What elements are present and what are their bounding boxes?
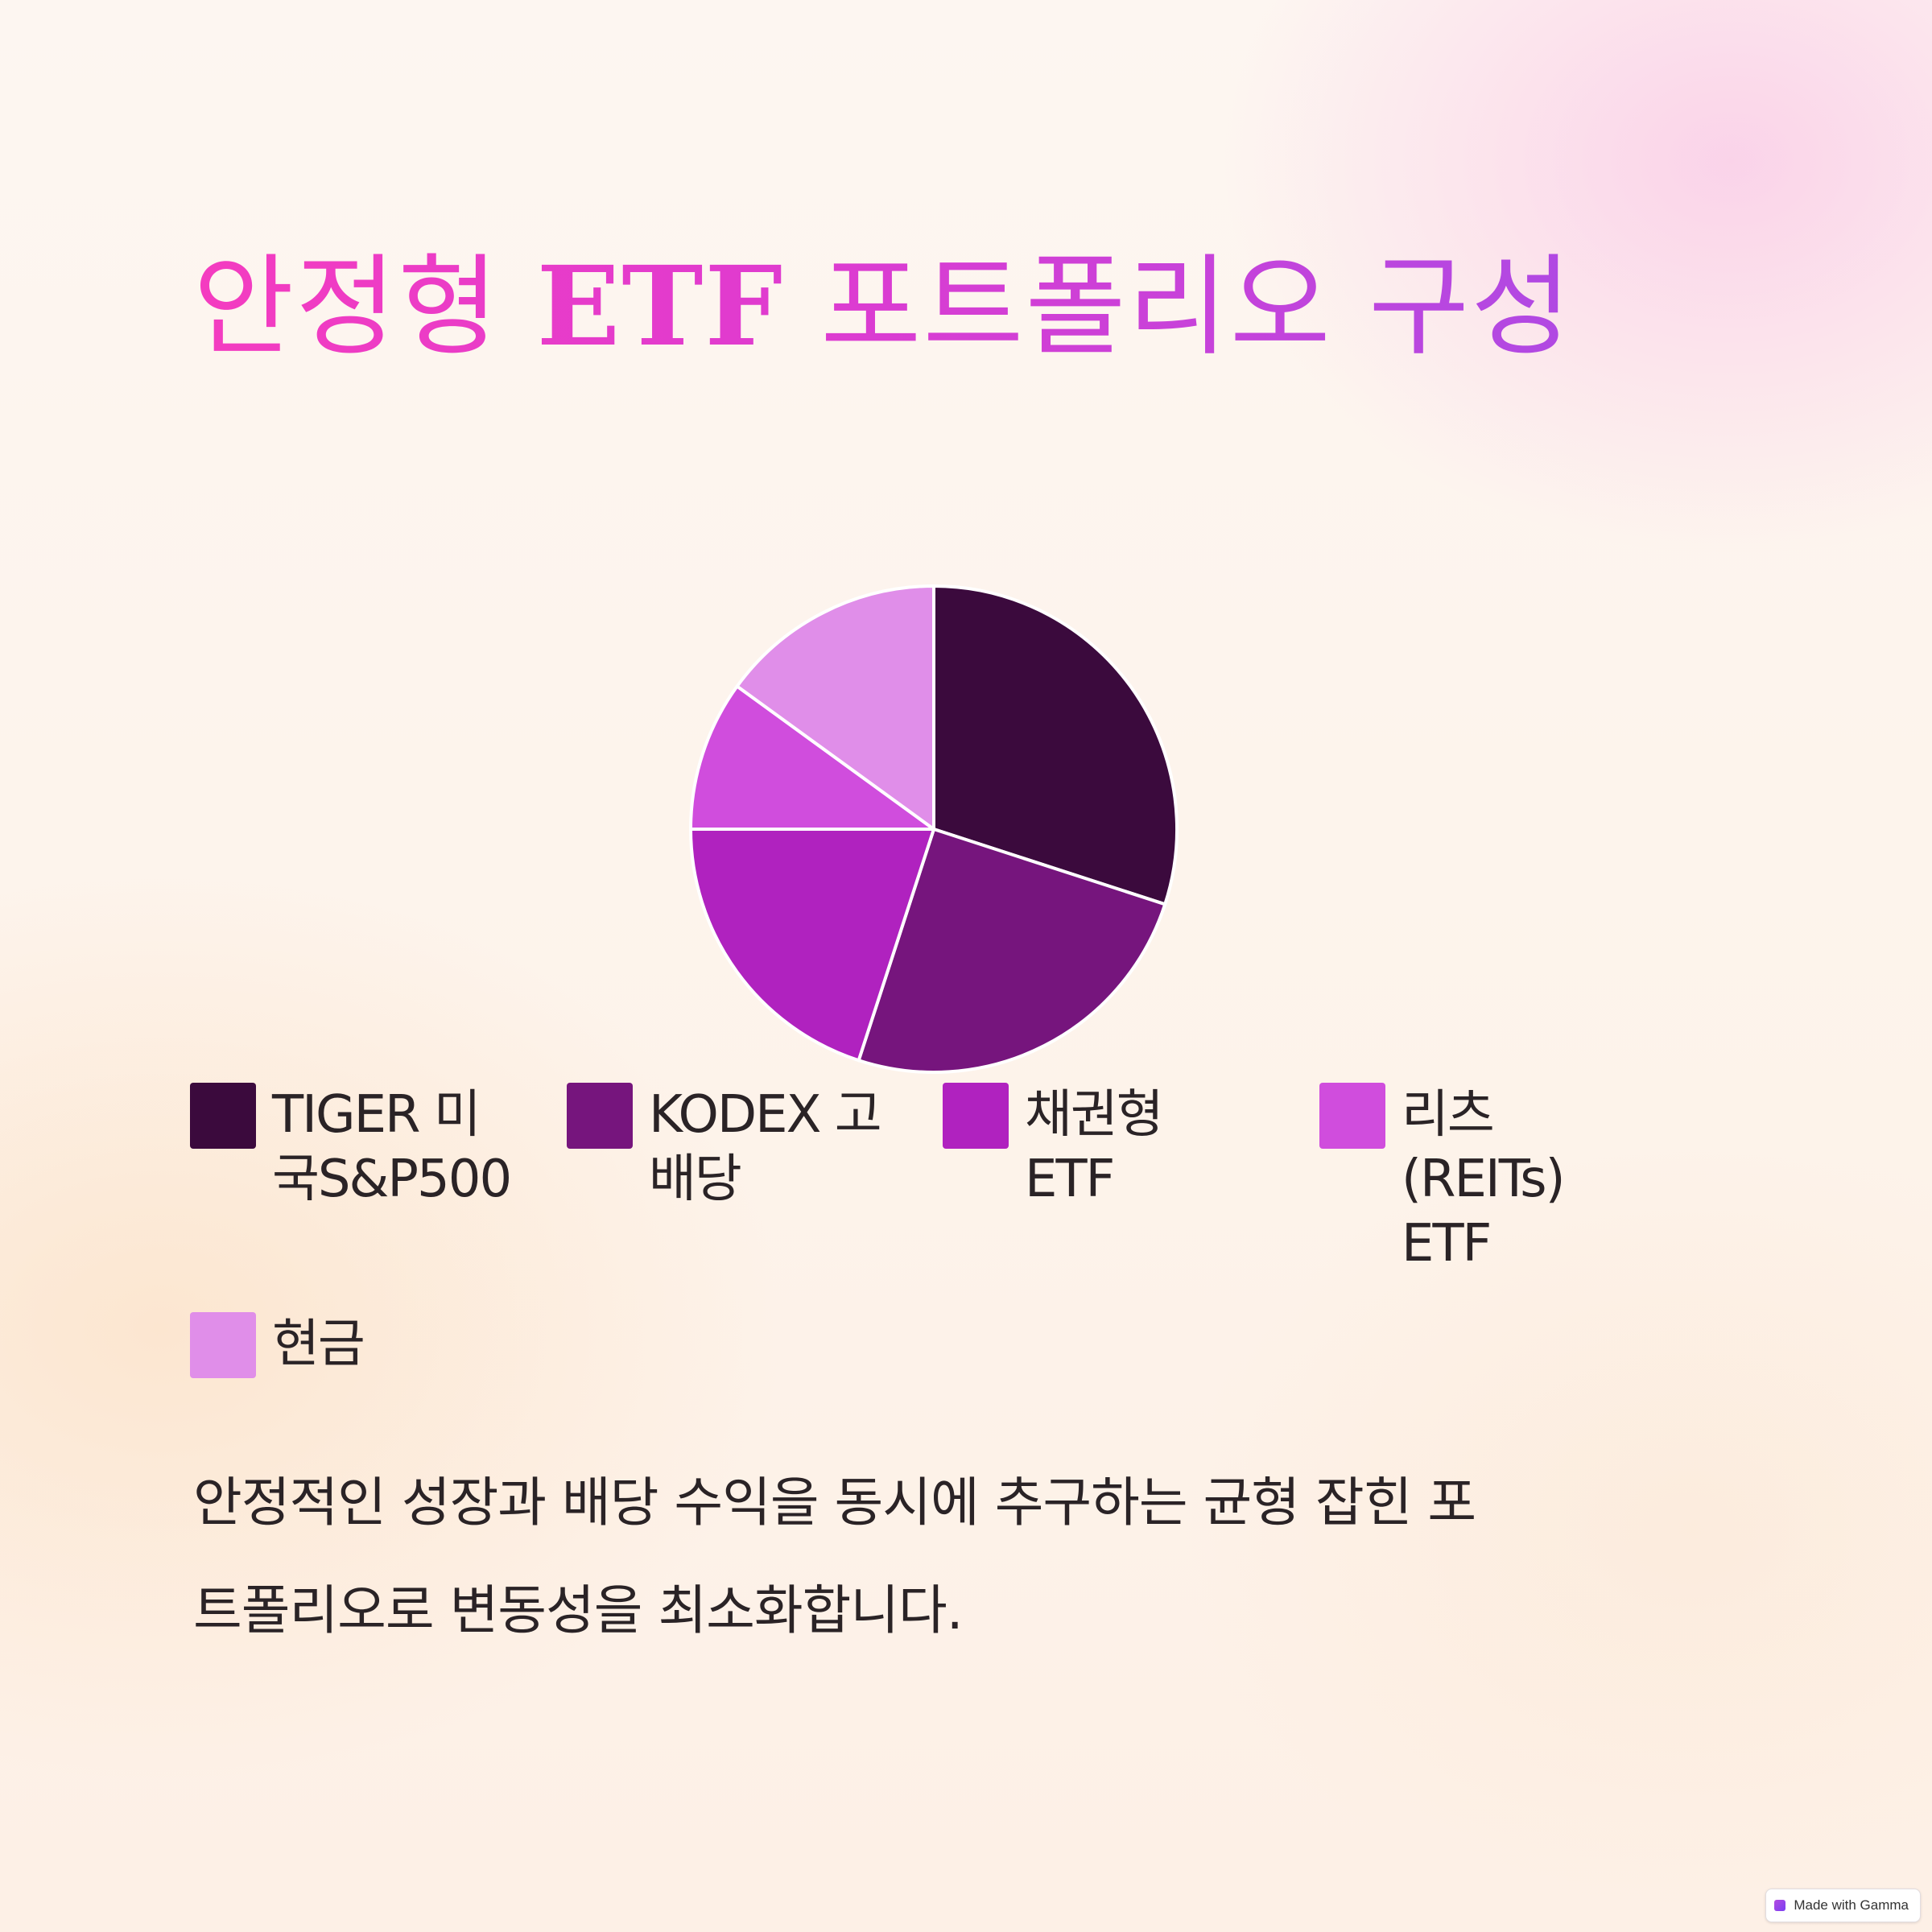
legend-label-line: 배당	[649, 1150, 742, 1209]
legend-label-line: 리츠	[1402, 1085, 1495, 1145]
legend-label: TIGER 미 국S&P500	[272, 1083, 512, 1212]
made-with-gamma-badge[interactable]: Made with Gamma	[1765, 1889, 1921, 1922]
gamma-logo-icon	[1774, 1900, 1786, 1911]
legend-item-5: 현금	[190, 1312, 365, 1378]
description: 안정적인 성장과 배당 수익을 동시에 추구하는 균형 잡힌 포 트폴리오로 변…	[193, 1449, 1771, 1665]
legend-label-line: KODEX 고	[649, 1085, 882, 1145]
legend-label: 현금	[272, 1312, 365, 1377]
legend-label-line: (REITs)	[1402, 1150, 1566, 1209]
pie-slice-1	[932, 584, 1179, 906]
legend-label-line: ETF	[1402, 1214, 1492, 1274]
chart-legend: TIGER 미 국S&P500 KODEX 고 배당 채권형 ETF 리츠 (REITs) ET…	[190, 1083, 1719, 1389]
pie-slice-5	[735, 584, 935, 831]
legend-item-3: 채권형 ETF	[943, 1083, 1164, 1212]
pie-slice-4	[689, 684, 935, 831]
pie-slice-2	[857, 828, 1167, 1074]
legend-label: KODEX 고 배당	[649, 1083, 882, 1212]
description-line-2: 트폴리오로 변동성을 최소화합니다.	[193, 1579, 964, 1641]
legend-label-line: TIGER 미	[272, 1085, 481, 1145]
description-line-1: 안정적인 성장과 배당 수익을 동시에 추구하는 균형 잡힌 포	[193, 1472, 1476, 1534]
legend-label: 채권형 ETF	[1025, 1083, 1164, 1212]
legend-item-1: TIGER 미 국S&P500	[190, 1083, 512, 1212]
legend-swatch	[567, 1083, 633, 1149]
legend-label-line: ETF	[1025, 1150, 1115, 1209]
legend-swatch	[1319, 1083, 1385, 1149]
gamma-badge-label: Made with Gamma	[1794, 1897, 1909, 1913]
legend-label: 리츠 (REITs) ETF	[1402, 1083, 1566, 1276]
legend-label-line: 국S&P500	[272, 1150, 512, 1209]
legend-label-line: 현금	[272, 1315, 365, 1374]
legend-swatch	[190, 1312, 256, 1378]
slide-title: 안정형 ETF 포트폴리오 구성	[193, 242, 1573, 374]
title-part-1: 안정형	[193, 244, 537, 371]
title-part-2: ETF	[536, 242, 785, 371]
legend-item-4: 리츠 (REITs) ETF	[1319, 1083, 1566, 1276]
legend-item-2: KODEX 고 배당	[567, 1083, 882, 1212]
legend-swatch	[190, 1083, 256, 1149]
pie-slice-3	[689, 828, 935, 1063]
legend-swatch	[943, 1083, 1009, 1149]
pie-chart	[689, 584, 1179, 1074]
legend-label-line: 채권형	[1025, 1085, 1164, 1145]
title-part-3: 포트폴리오 구성	[784, 244, 1574, 371]
